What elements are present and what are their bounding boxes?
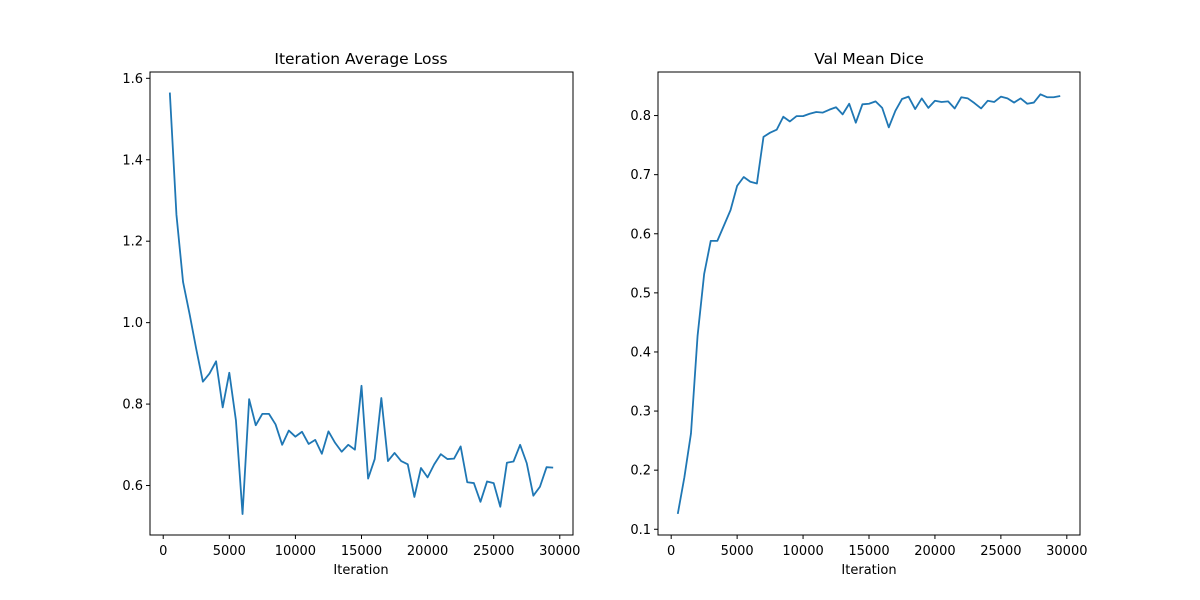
chart-title: Iteration Average Loss (274, 50, 447, 68)
y-ticks: 0.6 0.8 1.0 1.2 1.4 1.6 (122, 72, 150, 494)
axes-frame (149, 71, 574, 536)
y-tick-label: 0.7 (630, 168, 651, 183)
x-tick-label: 15000 (848, 544, 889, 559)
x-ticks: 0 5000 10000 15000 20000 25000 30000 (159, 535, 580, 559)
y-tick-label: 0.6 (122, 479, 143, 494)
x-tick-label: 5000 (213, 544, 246, 559)
chart-title: Val Mean Dice (814, 50, 924, 68)
subplot-loss: Iteration Average Loss 0 5000 10000 15000 20… (122, 50, 580, 578)
y-tick-label: 1.0 (122, 316, 143, 331)
x-tick-label: 30000 (1046, 544, 1087, 559)
y-tick-label: 0.6 (630, 227, 651, 242)
x-tick-label: 30000 (539, 544, 580, 559)
x-tick-label: 25000 (473, 544, 514, 559)
y-tick-label: 1.2 (122, 235, 143, 250)
y-tick-label: 0.8 (630, 109, 651, 124)
x-tick-label: 0 (159, 544, 167, 559)
axes-frame (657, 71, 1081, 536)
x-ticks: 0 5000 10000 15000 20000 25000 30000 (667, 535, 1087, 559)
y-tick-label: 0.2 (630, 464, 651, 479)
y-tick-label: 1.4 (122, 153, 143, 168)
subplot-dice: Val Mean Dice 0 5000 10000 15000 20000 25000 3… (630, 50, 1087, 578)
x-tick-label: 5000 (721, 544, 754, 559)
y-tick-label: 0.4 (630, 345, 651, 360)
series-line-dice (676, 93, 1061, 515)
x-tick-label: 20000 (914, 544, 955, 559)
y-tick-label: 0.3 (630, 405, 651, 420)
x-tick-label: 25000 (980, 544, 1021, 559)
x-tick-label: 0 (667, 544, 675, 559)
y-ticks: 0.1 0.2 0.3 0.4 0.5 0.6 0.7 0.8 (630, 109, 658, 538)
x-tick-label: 10000 (782, 544, 823, 559)
x-axis-label: Iteration (841, 563, 896, 578)
y-tick-label: 1.6 (122, 72, 143, 87)
y-tick-label: 0.1 (630, 523, 651, 538)
y-tick-label: 0.5 (630, 286, 651, 301)
y-tick-label: 0.8 (122, 398, 143, 413)
series-line-loss (168, 92, 554, 515)
x-tick-label: 20000 (407, 544, 448, 559)
x-tick-label: 15000 (341, 544, 382, 559)
x-tick-label: 10000 (275, 544, 316, 559)
x-axis-label: Iteration (333, 563, 388, 578)
